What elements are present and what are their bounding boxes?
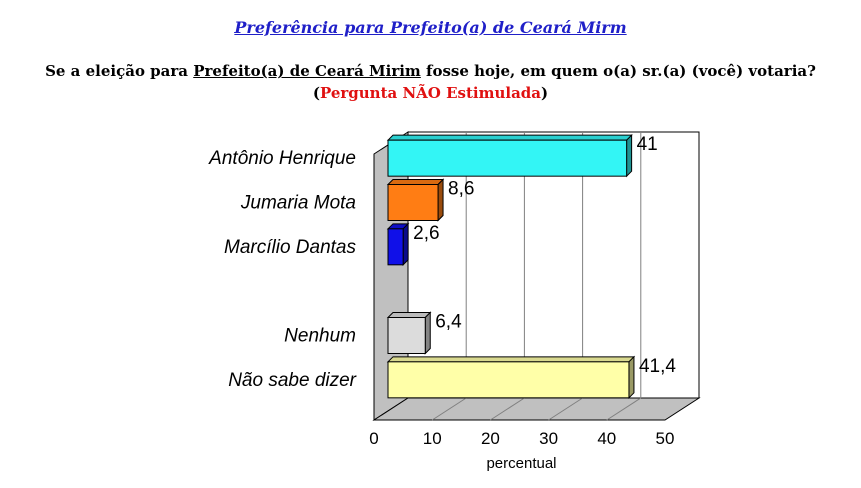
x-tick-label: 50 bbox=[656, 429, 675, 448]
bar-side bbox=[437, 178, 444, 222]
bar bbox=[387, 139, 628, 177]
x-tick-label: 40 bbox=[597, 429, 616, 448]
bar bbox=[387, 228, 404, 266]
data-label: 41,4 bbox=[639, 356, 676, 377]
bar-top bbox=[386, 134, 633, 141]
bar bbox=[387, 317, 426, 354]
question-part1: Se a eleição para bbox=[45, 62, 194, 80]
x-axis-label: percentual bbox=[486, 455, 556, 472]
x-tick-label: 20 bbox=[481, 429, 500, 448]
category-label: Antônio Henrique bbox=[208, 148, 356, 169]
floor-gridline bbox=[606, 397, 642, 421]
category-label: Marcílio Dantas bbox=[224, 237, 356, 258]
category-label: Nenhum bbox=[284, 326, 356, 347]
bar bbox=[387, 184, 439, 221]
note-close: ) bbox=[541, 84, 549, 102]
data-label: 2,6 bbox=[413, 223, 439, 244]
x-tick-label: 10 bbox=[423, 429, 442, 448]
data-label: 6,4 bbox=[435, 312, 462, 333]
data-label: 41 bbox=[637, 134, 658, 155]
bar-top bbox=[386, 312, 432, 318]
floor-gridline bbox=[490, 397, 525, 421]
question-part2: fosse hoje, em quem o(a) sr.(a) (você) v… bbox=[420, 62, 816, 80]
floor-gridline bbox=[431, 397, 467, 421]
bar-top bbox=[386, 179, 445, 185]
bar-side bbox=[628, 355, 635, 400]
category-label: Jumaria Mota bbox=[240, 193, 356, 214]
bar-top bbox=[386, 356, 636, 363]
category-label: Não sabe dizer bbox=[228, 370, 356, 391]
question-underlined: Prefeito(a) de Ceará Mirim bbox=[193, 62, 421, 80]
bar-side bbox=[626, 133, 633, 178]
x-tick-label: 0 bbox=[369, 429, 378, 448]
note-open: ( bbox=[312, 84, 320, 102]
x-tick-label: 30 bbox=[539, 429, 558, 448]
data-label: 8,6 bbox=[448, 179, 474, 200]
note-text: Pergunta NÃO Estimulada bbox=[319, 84, 542, 102]
floor-gridline bbox=[548, 397, 583, 421]
bar-side bbox=[402, 222, 409, 267]
chart-title: Preferência para Prefeito(a) de Ceará Mi… bbox=[234, 18, 627, 37]
question-text: Se a eleição para Prefeito(a) de Ceará M… bbox=[0, 60, 861, 104]
bar bbox=[387, 361, 630, 399]
chart-floor bbox=[372, 397, 701, 421]
bar-side bbox=[424, 311, 431, 355]
